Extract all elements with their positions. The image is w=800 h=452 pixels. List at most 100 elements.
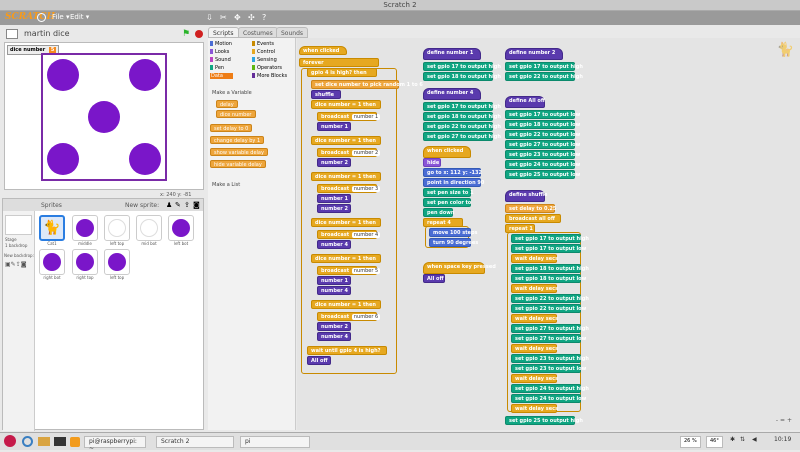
category-pen[interactable]: Pen: [210, 65, 224, 71]
category-control[interactable]: Control: [252, 49, 275, 55]
zoom-in-icon[interactable]: +: [786, 417, 792, 424]
if-dice-block[interactable]: dice number = 1 then: [311, 136, 381, 145]
shuffle-call[interactable]: shuffle: [311, 90, 341, 99]
if-dice-block[interactable]: dice number = 1 then: [311, 100, 381, 109]
number-call[interactable]: number 1: [317, 276, 351, 285]
gpio-block[interactable]: set gpio 25 to output low: [505, 170, 580, 179]
define-number-4[interactable]: define number 4: [423, 88, 481, 100]
tab-scripts[interactable]: Scripts: [208, 27, 239, 38]
set-delay-block[interactable]: set delay to 0.25: [505, 204, 556, 213]
green-flag-icon[interactable]: ⚑: [182, 29, 191, 39]
raspberry-menu-icon[interactable]: [4, 435, 16, 447]
task-folder[interactable]: pi: [240, 436, 310, 448]
grow-icon[interactable]: ✥: [234, 13, 241, 22]
edit-menu[interactable]: Edit ▾: [70, 13, 90, 21]
volume-icon[interactable]: ◀: [752, 436, 757, 443]
if-dice-block[interactable]: dice number = 1 then: [311, 300, 381, 309]
backdrop-tools-icon[interactable]: ▣✎⇪◙: [5, 261, 27, 268]
language-globe-icon[interactable]: [37, 13, 46, 22]
duplicate-icon[interactable]: ⇩: [206, 13, 213, 22]
sprite-thumb[interactable]: right bot: [37, 249, 67, 283]
file-menu[interactable]: File ▾: [52, 13, 70, 21]
gpio-block[interactable]: set gpio 18 to output high: [423, 72, 501, 81]
delete-icon[interactable]: ✂: [220, 13, 227, 22]
turn-block[interactable]: turn 90 degrees: [429, 238, 478, 247]
gpio-block[interactable]: set gpio 22 to output high: [511, 294, 589, 303]
show-variable-block[interactable]: show variable delay: [210, 148, 268, 156]
all-off-call[interactable]: All off: [307, 356, 331, 365]
number-call[interactable]: number 2: [317, 322, 351, 331]
make-list-button[interactable]: Make a List: [212, 182, 241, 188]
broadcast-block[interactable]: broadcast number 5: [317, 266, 381, 275]
sprite-thumb[interactable]: middle: [70, 215, 100, 249]
category-motion[interactable]: Motion: [210, 41, 232, 47]
change-variable-block[interactable]: change delay by 1: [210, 136, 265, 144]
gpio-block[interactable]: set gpio 24 to output high: [511, 384, 589, 393]
sprite-library-icon[interactable]: ♟: [166, 201, 173, 209]
tab-sounds[interactable]: Sounds: [276, 27, 309, 38]
when-flag-clicked-hat[interactable]: when clicked: [299, 46, 347, 55]
terminal-icon[interactable]: [54, 437, 66, 446]
gpio-block[interactable]: set gpio 24 to output low: [511, 394, 586, 403]
move-block[interactable]: move 100 steps: [429, 228, 478, 237]
wait-block[interactable]: wait delay secs: [511, 374, 558, 383]
define-all-off[interactable]: define All off: [505, 96, 545, 108]
when-key-pressed-hat[interactable]: when space key pressed: [423, 262, 496, 274]
category-data[interactable]: Data: [210, 73, 233, 79]
category-sensing[interactable]: Sensing: [252, 57, 277, 63]
scripts-area[interactable]: when clicked forever gpio 4 is high? the…: [297, 38, 800, 430]
category-more-blocks[interactable]: More Blocks: [252, 73, 287, 79]
browser-icon[interactable]: [22, 436, 33, 447]
stage[interactable]: dice number 5: [4, 42, 204, 190]
if-gpio-block[interactable]: gpio 4 is high? then: [307, 68, 377, 77]
if-dice-block[interactable]: dice number = 1 then: [311, 172, 381, 181]
point-direction-block[interactable]: point in direction 90: [423, 178, 484, 187]
broadcast-block[interactable]: broadcast number 3: [317, 184, 381, 193]
gpio-block[interactable]: set gpio 17 to output low: [505, 110, 580, 119]
gpio-block[interactable]: set gpio 18 to output low: [511, 274, 586, 283]
wait-block[interactable]: wait delay secs: [511, 314, 558, 323]
gpio-block[interactable]: set gpio 18 to output high: [511, 264, 589, 273]
stage-selector[interactable]: Stage 1 backdrop New backdrop: ▣✎⇪◙: [3, 211, 35, 431]
gpio-block[interactable]: set gpio 22 to output high: [505, 72, 583, 81]
broadcast-block[interactable]: broadcast number 2: [317, 148, 381, 157]
variable-dice-number[interactable]: dice number: [216, 110, 256, 118]
zoom-reset-icon[interactable]: =: [780, 417, 786, 424]
gpio-block[interactable]: set gpio 17 to output high: [423, 62, 501, 71]
gpio-block[interactable]: set gpio 23 to output high: [511, 354, 589, 363]
wait-block[interactable]: wait delay secs: [511, 404, 558, 413]
wait-block[interactable]: wait delay secs: [511, 344, 558, 353]
camera-sprite-icon[interactable]: ◙: [193, 201, 200, 209]
gpio-block[interactable]: set gpio 18 to output low: [505, 120, 580, 129]
broadcast-block[interactable]: broadcast number 1: [317, 112, 381, 121]
stop-icon[interactable]: [195, 30, 203, 38]
gpio-block[interactable]: set gpio 24 to output low: [505, 160, 580, 169]
scratch-icon[interactable]: [70, 437, 80, 447]
number-call[interactable]: number 4: [317, 286, 351, 295]
project-title[interactable]: martin dice: [24, 29, 70, 38]
number-call[interactable]: number 4: [317, 332, 351, 341]
gpio-block[interactable]: set gpio 27 to output low: [511, 334, 586, 343]
gpio-block[interactable]: set gpio 23 to output low: [505, 150, 580, 159]
zoom-out-icon[interactable]: -: [775, 417, 779, 424]
pen-down-block[interactable]: pen down: [423, 208, 454, 217]
all-off-call[interactable]: All off: [423, 274, 445, 283]
define-number-1[interactable]: define number 1: [423, 48, 481, 60]
number-call[interactable]: number 2: [317, 158, 351, 167]
gpio-block[interactable]: set gpio 23 to output low: [511, 364, 586, 373]
gpio-block[interactable]: set gpio 27 to output high: [423, 132, 501, 141]
sprite-thumb[interactable]: left top: [102, 249, 132, 283]
variable-delay[interactable]: delay: [216, 100, 238, 108]
gpio-block[interactable]: set gpio 22 to output low: [505, 130, 580, 139]
paint-sprite-icon[interactable]: ✎: [175, 201, 181, 209]
gpio-block[interactable]: set gpio 27 to output low: [505, 140, 580, 149]
gpio-block[interactable]: set gpio 22 to output high: [423, 122, 501, 131]
upload-sprite-icon[interactable]: ⇪: [184, 201, 190, 209]
stage-thumbnail[interactable]: [5, 215, 32, 235]
sprite-thumb[interactable]: right top: [70, 249, 100, 283]
set-variable-block[interactable]: set delay to 0: [210, 124, 253, 132]
tab-costumes[interactable]: Costumes: [238, 27, 278, 38]
task-scratch[interactable]: Scratch 2: [156, 436, 234, 448]
presentation-mode-icon[interactable]: [6, 29, 18, 39]
gpio-block[interactable]: set gpio 22 to output low: [511, 304, 586, 313]
